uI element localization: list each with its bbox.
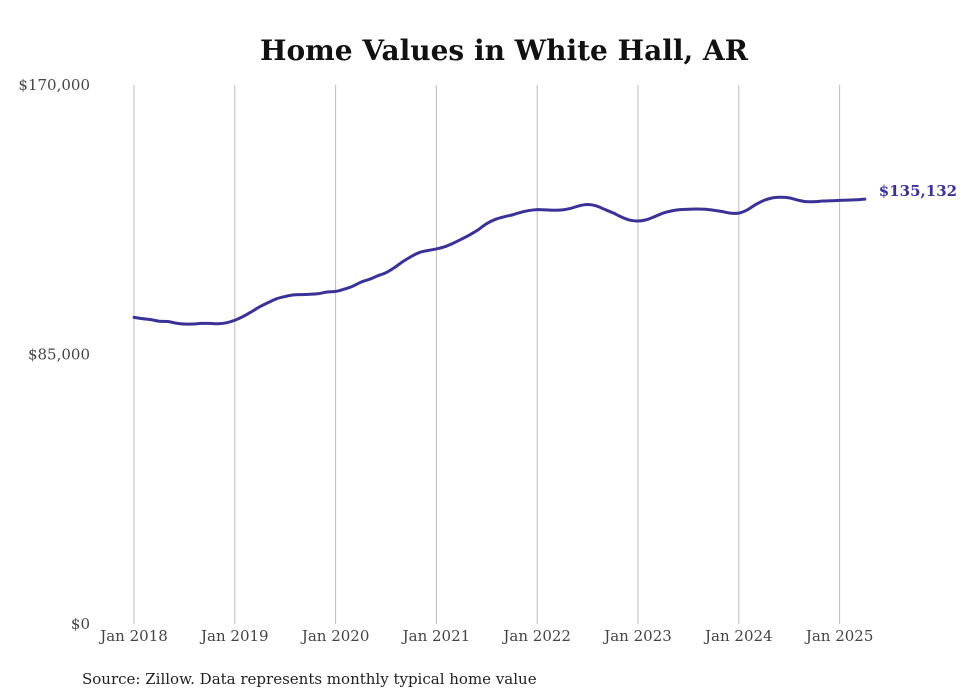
x-tick-label-2021-01: Jan 2021	[401, 627, 471, 645]
series-line-home-value	[132, 195, 867, 326]
y-tick-label-0: $0	[71, 615, 90, 633]
y-tick-label-170000: $170,000	[18, 76, 90, 94]
x-tick-label-2020-01: Jan 2020	[300, 627, 370, 645]
x-tick-label-2023-01: Jan 2023	[602, 627, 672, 645]
y-axis: $0 $85,000 $170,000	[18, 76, 90, 633]
x-axis: Jan 2018 Jan 2019 Jan 2020 Jan 2021 Jan 2022…	[98, 627, 873, 645]
y-tick-label-85000: $85,000	[28, 346, 90, 364]
source-note: Source: Zillow. Data represents monthly …	[82, 670, 537, 688]
x-tick-label-2022-01: Jan 2022	[501, 627, 571, 645]
x-tick-label-2024-01: Jan 2024	[703, 627, 773, 645]
end-value-label: $135,132	[879, 182, 957, 200]
x-tick-label-2018-01: Jan 2018	[98, 627, 168, 645]
chart-title: Home Values in White Hall, AR	[260, 34, 749, 67]
x-tick-label-2019-01: Jan 2019	[199, 627, 269, 645]
grid-layer	[133, 85, 841, 624]
x-tick-label-2025-01: Jan 2025	[804, 627, 874, 645]
